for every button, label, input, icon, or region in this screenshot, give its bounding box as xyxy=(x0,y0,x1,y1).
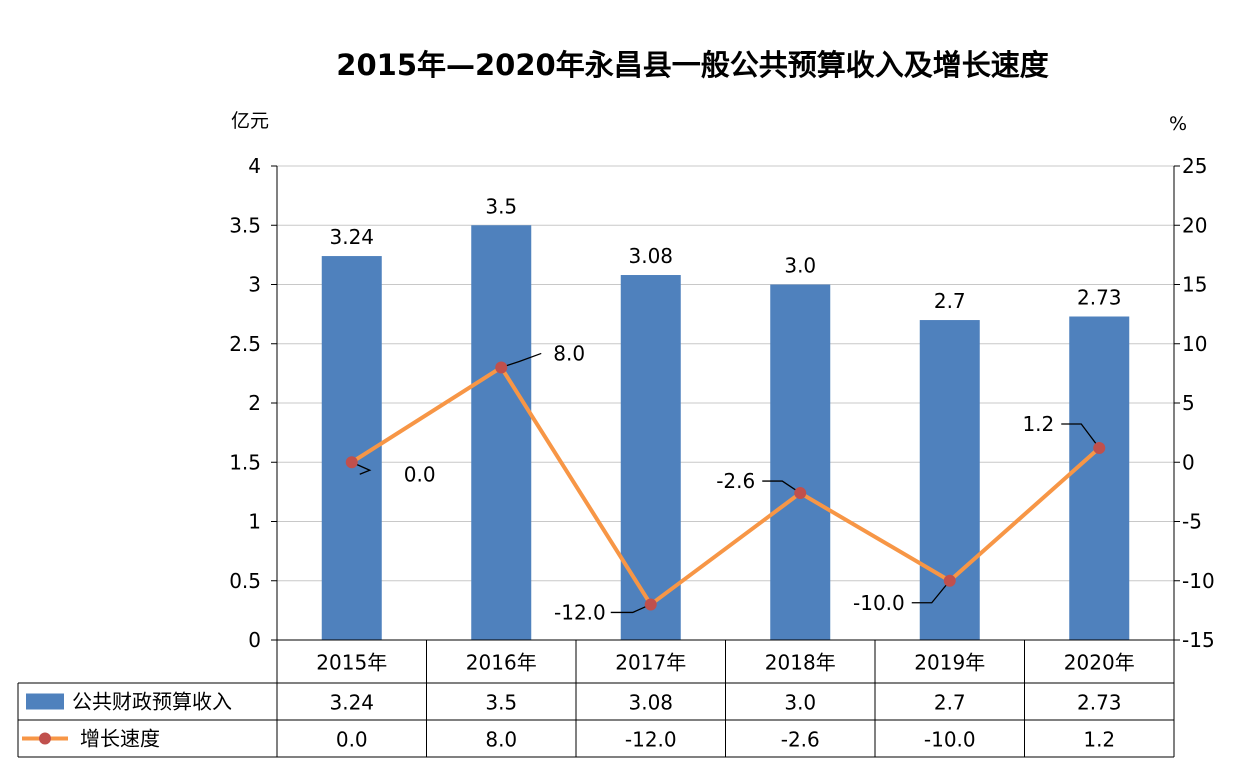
left-tick-label: 3.5 xyxy=(229,213,261,237)
line-marker xyxy=(644,598,657,611)
bar xyxy=(919,320,980,640)
bar-value-label: 2.7 xyxy=(934,289,966,313)
line-marker xyxy=(495,361,508,374)
table-cell: 3.24 xyxy=(329,691,374,715)
leader-line xyxy=(501,352,542,369)
category-label: 2015年 xyxy=(316,651,387,675)
right-tick-label: -15 xyxy=(1182,628,1215,652)
line-value-label: 0.0 xyxy=(404,462,436,486)
left-tick-label: 0 xyxy=(248,628,261,652)
table-cell: -10.0 xyxy=(924,728,976,752)
leader-line xyxy=(610,603,652,614)
bar xyxy=(620,275,681,640)
line-value-label: -12.0 xyxy=(554,600,606,624)
bar-value-label: 3.24 xyxy=(329,225,374,249)
line-marker xyxy=(345,456,358,469)
right-tick-label: 0 xyxy=(1182,450,1195,474)
bar-value-label: 2.73 xyxy=(1077,285,1122,309)
leader-line xyxy=(1061,423,1100,449)
right-tick-label: -10 xyxy=(1182,569,1215,593)
right-axis-unit: % xyxy=(1169,113,1188,135)
right-tick-label: 25 xyxy=(1182,154,1207,178)
table-cell: 8.0 xyxy=(485,728,517,752)
leader-line xyxy=(762,480,801,494)
category-label: 2020年 xyxy=(1064,651,1135,675)
table-cell: -2.6 xyxy=(781,728,820,752)
category-label: 2019年 xyxy=(914,651,985,675)
leader-line xyxy=(351,461,372,475)
line-marker xyxy=(1093,442,1106,455)
bar xyxy=(770,284,831,640)
right-tick-label: 10 xyxy=(1182,332,1207,356)
line-marker xyxy=(794,487,807,500)
chart-title: 2015年—2020年永昌县一般公共预算收入及增长速度 xyxy=(336,48,1049,82)
legend-label: 增长速度 xyxy=(80,727,160,751)
left-tick-label: 2 xyxy=(248,391,261,415)
bar-value-label: 3.0 xyxy=(784,254,816,278)
left-tick-label: 3 xyxy=(248,273,261,297)
table-cell: 3.5 xyxy=(485,691,517,715)
bar xyxy=(1069,316,1130,640)
left-tick-label: 1 xyxy=(248,510,261,534)
right-tick-label: 15 xyxy=(1182,273,1207,297)
legend-swatch-marker xyxy=(39,732,51,745)
table-cell: 2.73 xyxy=(1077,691,1122,715)
bar xyxy=(471,225,532,640)
bar-value-label: 3.08 xyxy=(628,244,673,268)
table-cell: 3.08 xyxy=(628,691,673,715)
right-tick-label: 20 xyxy=(1182,213,1207,237)
line-value-label: 1.2 xyxy=(1022,412,1054,436)
category-label: 2017年 xyxy=(615,651,686,675)
legend-label: 公共财政预算收入 xyxy=(72,690,232,714)
table-cell: 1.2 xyxy=(1083,728,1115,752)
left-tick-label: 0.5 xyxy=(229,569,261,593)
line-marker xyxy=(943,574,956,587)
line-value-label: 8.0 xyxy=(553,341,585,365)
legend-swatch-bar xyxy=(26,693,64,710)
left-tick-label: 2.5 xyxy=(229,332,261,356)
line-value-label: -10.0 xyxy=(853,591,905,615)
table-cell: 3.0 xyxy=(784,691,816,715)
growth-line xyxy=(350,365,1101,607)
leader-line xyxy=(911,580,951,604)
table-cell: 0.0 xyxy=(336,728,368,752)
category-label: 2016年 xyxy=(466,651,537,675)
left-tick-label: 1.5 xyxy=(229,450,261,474)
category-label: 2018年 xyxy=(765,651,836,675)
right-tick-label: 5 xyxy=(1182,391,1195,415)
line-value-label: -2.6 xyxy=(716,469,755,493)
table-cell: 2.7 xyxy=(934,691,966,715)
left-tick-label: 4 xyxy=(248,154,261,178)
left-axis-unit: 亿元 xyxy=(231,110,270,132)
bar-value-label: 3.5 xyxy=(485,194,517,218)
right-tick-label: -5 xyxy=(1182,510,1202,534)
table-cell: -12.0 xyxy=(625,728,677,752)
